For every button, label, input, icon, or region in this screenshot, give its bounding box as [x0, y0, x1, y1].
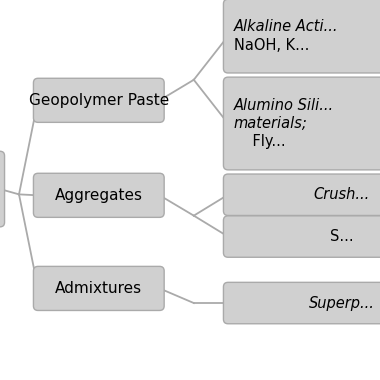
FancyBboxPatch shape — [223, 174, 380, 215]
Text: Crush...: Crush... — [314, 187, 370, 202]
FancyBboxPatch shape — [0, 151, 5, 227]
Text: Superp...: Superp... — [309, 296, 375, 310]
FancyBboxPatch shape — [223, 77, 380, 170]
FancyBboxPatch shape — [223, 0, 380, 73]
FancyBboxPatch shape — [33, 173, 164, 217]
Text: Fly...: Fly... — [234, 134, 285, 149]
Text: S...: S... — [330, 229, 354, 244]
Text: Admixtures: Admixtures — [55, 281, 142, 296]
Text: Geopolymer Paste: Geopolymer Paste — [28, 93, 169, 108]
Text: materials;: materials; — [234, 116, 307, 131]
Text: Alumino Sili...: Alumino Sili... — [234, 98, 334, 113]
FancyBboxPatch shape — [223, 282, 380, 324]
Text: Aggregates: Aggregates — [55, 188, 143, 203]
Text: Alkaline Acti...: Alkaline Acti... — [234, 19, 338, 35]
FancyBboxPatch shape — [33, 78, 164, 122]
Text: NaOH, K...: NaOH, K... — [234, 38, 309, 53]
FancyBboxPatch shape — [223, 216, 380, 257]
FancyBboxPatch shape — [33, 266, 164, 310]
